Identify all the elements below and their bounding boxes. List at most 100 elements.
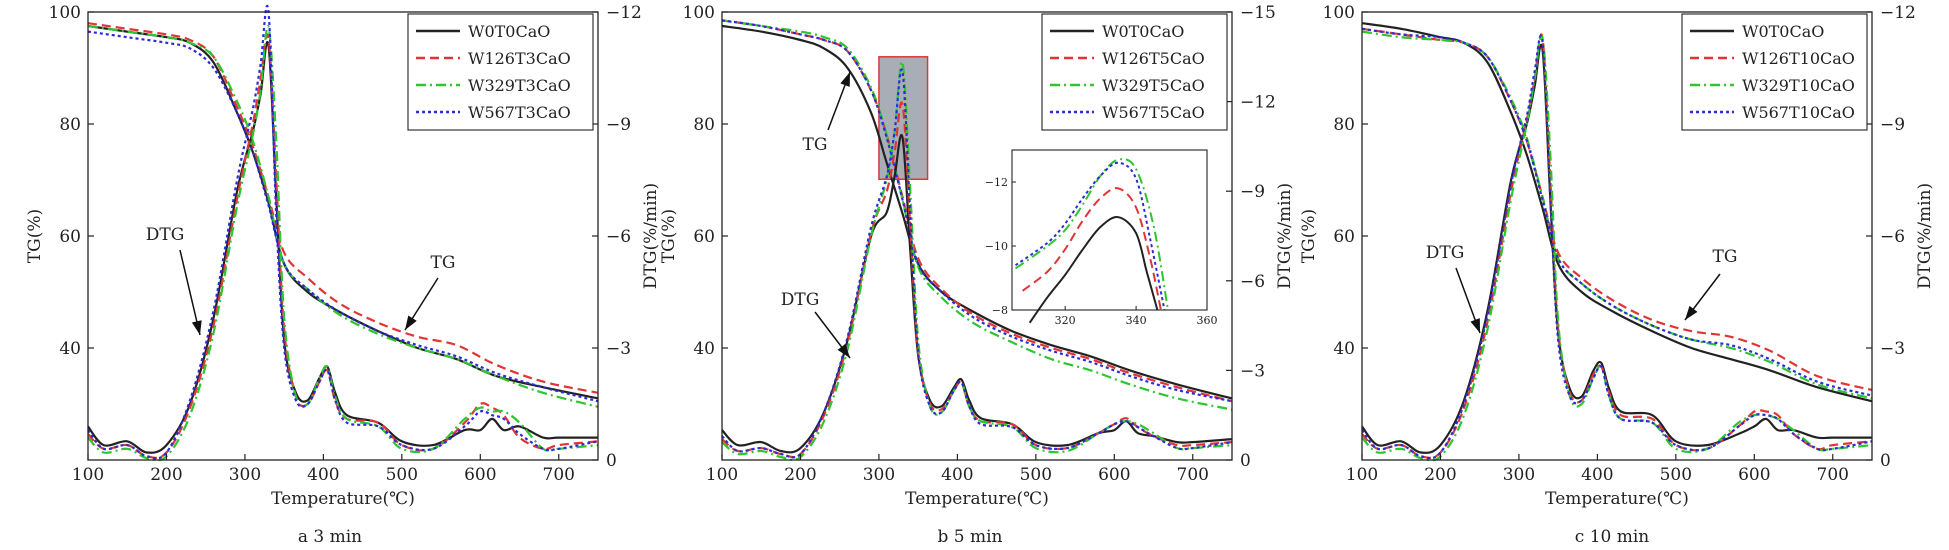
y-left-tick-label: 100 xyxy=(683,3,715,23)
legend-entry: W0T0CaO xyxy=(1102,22,1184,41)
x-tick-label: 600 xyxy=(1738,465,1770,485)
y-right-tick-label: −12 xyxy=(1240,93,1276,113)
legend-box xyxy=(407,13,594,131)
y-left-axis-title: TG(%) xyxy=(1299,209,1319,263)
tg-line-W567T5CaO xyxy=(721,19,1233,403)
y-left-tick-label: 100 xyxy=(49,3,81,23)
x-tick-label: 200 xyxy=(784,465,816,485)
annotation-label: TG xyxy=(1713,247,1738,267)
x-tick-label: 400 xyxy=(307,465,339,485)
y-left-tick-label: 60 xyxy=(59,227,81,247)
x-tick-label: 100 xyxy=(72,465,104,485)
legend-entry: W0T0CaO xyxy=(468,22,550,41)
inset-frame xyxy=(1011,149,1208,311)
x-tick-label: 100 xyxy=(1346,465,1378,485)
y-right-tick-label: −12 xyxy=(1880,3,1916,23)
x-axis-title: Temperature(℃) xyxy=(271,489,415,509)
panel-caption: a 3 min xyxy=(298,527,362,547)
legend: W0T0CaO W126T10CaO W329T10CaO W567T10CaO xyxy=(1681,13,1868,131)
inset-line-W329T5CaO xyxy=(1014,158,1169,311)
dtg-line-W329T10CaO xyxy=(1361,34,1873,462)
tg-line-W126T10CaO xyxy=(1361,27,1873,392)
y-right-tick-label: −3 xyxy=(1240,361,1265,381)
dtg-line-W329T5CaO xyxy=(721,60,1233,461)
y-left-tick-label: 40 xyxy=(1333,339,1355,359)
legend: W0T0CaO W126T3CaO W329T3CaO W567T3CaO xyxy=(407,13,594,131)
tg-line-W126T3CaO xyxy=(87,22,599,394)
x-tick-label: 100 xyxy=(706,465,738,485)
y-right-tick-label: −6 xyxy=(1880,227,1905,247)
annotation-arrow-0-head xyxy=(191,320,202,335)
y-left-axis-title: TG(%) xyxy=(25,209,45,263)
dtg-line-W567T5CaO xyxy=(721,68,1233,459)
legend-entry: W329T5CaO xyxy=(1102,76,1205,95)
annotation-arrow-0-head xyxy=(1470,318,1480,333)
legend-box xyxy=(1041,13,1228,131)
inset-y-tick-label: −10 xyxy=(985,240,1008,253)
x-axis-title: Temperature(℃) xyxy=(1545,489,1689,509)
curves xyxy=(721,19,1233,461)
annotation-arrow-0-head xyxy=(840,72,850,87)
annotation-label: DTG xyxy=(146,225,185,245)
y-right-tick-label: −9 xyxy=(1880,115,1905,135)
annotation-arrow-1-head xyxy=(837,343,850,358)
y-right-tick-label: −6 xyxy=(606,227,631,247)
annotation-label: TG xyxy=(431,253,456,273)
inset-x-tick-label: 360 xyxy=(1197,314,1218,327)
dtg-line-W0T0CaO xyxy=(87,41,598,454)
panel-caption: c 10 min xyxy=(1575,527,1650,547)
curves xyxy=(87,4,599,462)
tg-line-W329T3CaO xyxy=(87,24,599,408)
y-right-tick-label: −3 xyxy=(606,339,631,359)
legend-entry: W567T10CaO xyxy=(1742,103,1855,122)
x-tick-label: 700 xyxy=(1177,465,1209,485)
chart-panel-1: 100 200 300 400 500 600 700 40 60 80 100 0 −3 −6 −9 −12… xyxy=(25,3,661,547)
y-left-tick-label: 40 xyxy=(59,339,81,359)
y-left-tick-label: 80 xyxy=(1333,115,1355,135)
y-right-axis-title: DTG(%/min) xyxy=(1275,183,1295,289)
y-right-tick-label: 0 xyxy=(1880,451,1891,471)
x-tick-label: 200 xyxy=(1424,465,1456,485)
y-left-tick-label: 60 xyxy=(1333,227,1355,247)
panel-caption: b 5 min xyxy=(937,527,1002,547)
legend-entry: W567T5CaO xyxy=(1102,103,1205,122)
y-left-tick-label: 40 xyxy=(693,339,715,359)
y-left-tick-label: 80 xyxy=(59,115,81,135)
dtg-line-W126T5CaO xyxy=(721,101,1233,459)
dtg-line-W0T0CaO xyxy=(1361,43,1872,454)
x-tick-label: 300 xyxy=(1503,465,1535,485)
legend-entry: W329T10CaO xyxy=(1742,76,1855,95)
x-tick-label: 400 xyxy=(1581,465,1613,485)
tg-line-W329T10CaO xyxy=(1361,30,1873,400)
annotation-arrow-1-head xyxy=(1685,305,1698,320)
y-right-tick-label: −15 xyxy=(1240,3,1276,23)
inset-x-tick-label: 340 xyxy=(1126,314,1147,327)
dtg-line-W567T3CaO xyxy=(87,4,599,460)
y-left-tick-label: 60 xyxy=(693,227,715,247)
y-right-tick-label: −12 xyxy=(606,3,642,23)
x-axis-title: Temperature(℃) xyxy=(905,489,1049,509)
tg-line-W567T3CaO xyxy=(87,30,599,403)
x-tick-label: 200 xyxy=(150,465,182,485)
x-tick-label: 400 xyxy=(941,465,973,485)
y-right-axis-title: DTG(%/min) xyxy=(1915,183,1935,289)
legend-entry: W567T3CaO xyxy=(468,103,571,122)
x-tick-label: 300 xyxy=(229,465,261,485)
chart-panel-2: 100 200 300 400 500 600 700 40 60 80 100 0 −3 −6 −9 −12… xyxy=(659,3,1295,547)
x-tick-label: 300 xyxy=(863,465,895,485)
x-tick-label: 700 xyxy=(543,465,575,485)
legend-entry: W329T3CaO xyxy=(468,76,571,95)
y-right-tick-label: −9 xyxy=(1240,182,1265,202)
tg-line-W567T10CaO xyxy=(1361,27,1873,397)
y-right-tick-label: 0 xyxy=(606,451,617,471)
inset-line-W567T5CaO xyxy=(1014,161,1166,311)
y-right-tick-label: 0 xyxy=(1240,451,1251,471)
x-tick-label: 500 xyxy=(1020,465,1052,485)
curves xyxy=(1361,22,1873,462)
annotation-label: TG xyxy=(803,135,828,155)
legend: W0T0CaO W126T5CaO W329T5CaO W567T5CaO xyxy=(1041,13,1228,131)
tg-line-W126T5CaO xyxy=(721,19,1233,403)
x-tick-label: 500 xyxy=(386,465,418,485)
legend-entry: W126T5CaO xyxy=(1102,49,1205,68)
